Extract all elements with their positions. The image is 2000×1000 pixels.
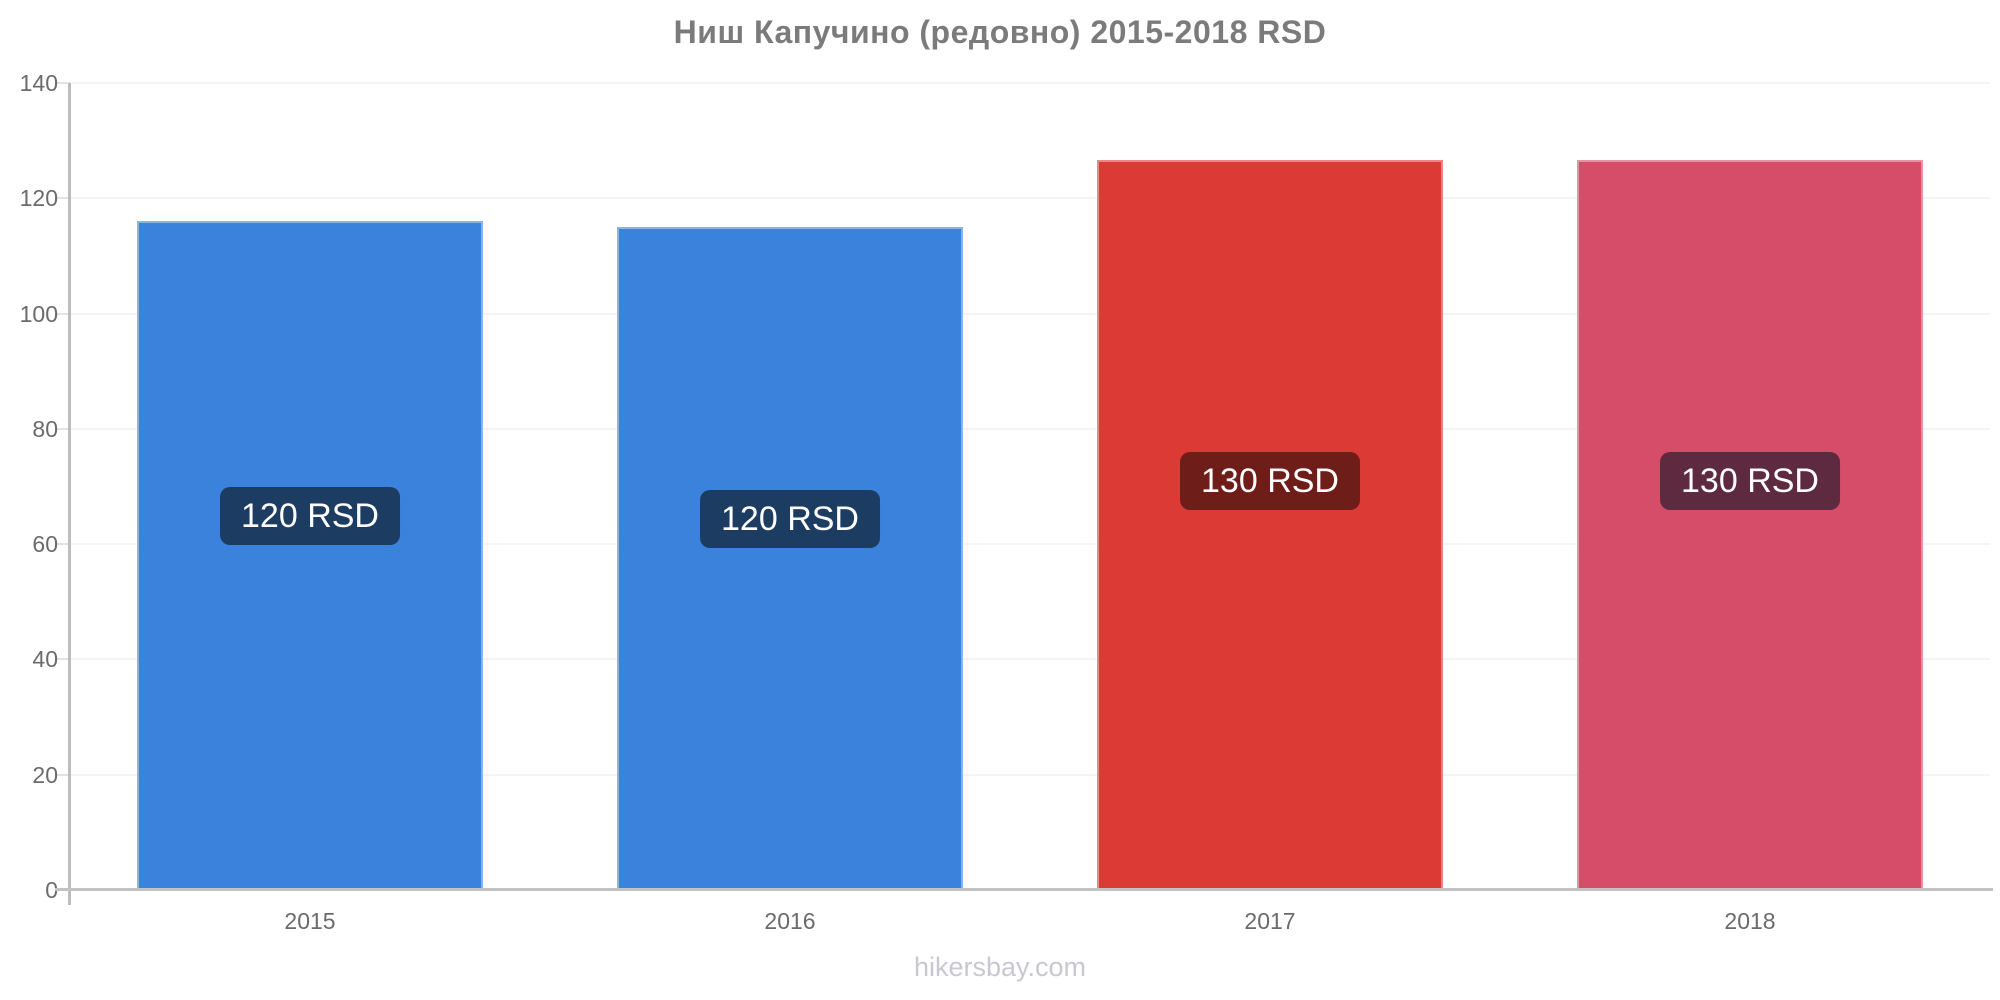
watermark-text: hikersbay.com — [913, 952, 1087, 982]
y-tick-label: 80 — [32, 415, 58, 442]
y-axis-tick — [55, 658, 70, 661]
gridline — [70, 658, 1990, 661]
x-axis-line — [55, 888, 1993, 891]
chart-title: Ниш Капучино (редовно) 2015-2018 RSD — [673, 14, 1327, 50]
y-axis-tick — [55, 312, 70, 315]
bar-2015[interactable] — [137, 221, 483, 890]
y-tick-label: 60 — [32, 531, 58, 558]
y-axis-tick — [55, 773, 70, 776]
y-axis-tick — [55, 427, 70, 430]
gridline — [70, 312, 1990, 315]
y-axis-tick — [55, 82, 70, 84]
x-tick-label: 2017 — [1244, 908, 1296, 934]
y-tick-label: 20 — [32, 761, 58, 788]
bar-value-label: 130 RSD — [1180, 452, 1360, 510]
x-tick-label: 2015 — [284, 908, 336, 934]
bar-value-label: 120 RSD — [700, 489, 880, 548]
bar-2018[interactable] — [1577, 160, 1923, 890]
gridline — [70, 82, 1990, 84]
y-tick-label: 40 — [32, 646, 58, 673]
y-axis-tick — [55, 197, 70, 200]
y-tick-label: 120 — [19, 185, 58, 212]
bar-value-label: 120 RSD — [220, 486, 400, 545]
x-tick-label: 2016 — [764, 908, 816, 934]
y-tick-label: 100 — [19, 300, 58, 327]
y-axis-tick — [55, 543, 70, 546]
x-tick-label: 2018 — [1724, 908, 1776, 934]
bar-2016[interactable] — [617, 227, 963, 890]
gridline — [70, 427, 1990, 430]
y-axis-line — [68, 83, 71, 905]
bar-2017[interactable] — [1097, 159, 1443, 890]
bar-value-label: 130 RSD — [1660, 452, 1840, 511]
gridline — [70, 773, 1990, 776]
y-tick-label: 140 — [19, 70, 58, 96]
gridline — [70, 197, 1990, 200]
y-tick-label: 0 — [45, 877, 58, 903]
gridline — [70, 543, 1990, 546]
